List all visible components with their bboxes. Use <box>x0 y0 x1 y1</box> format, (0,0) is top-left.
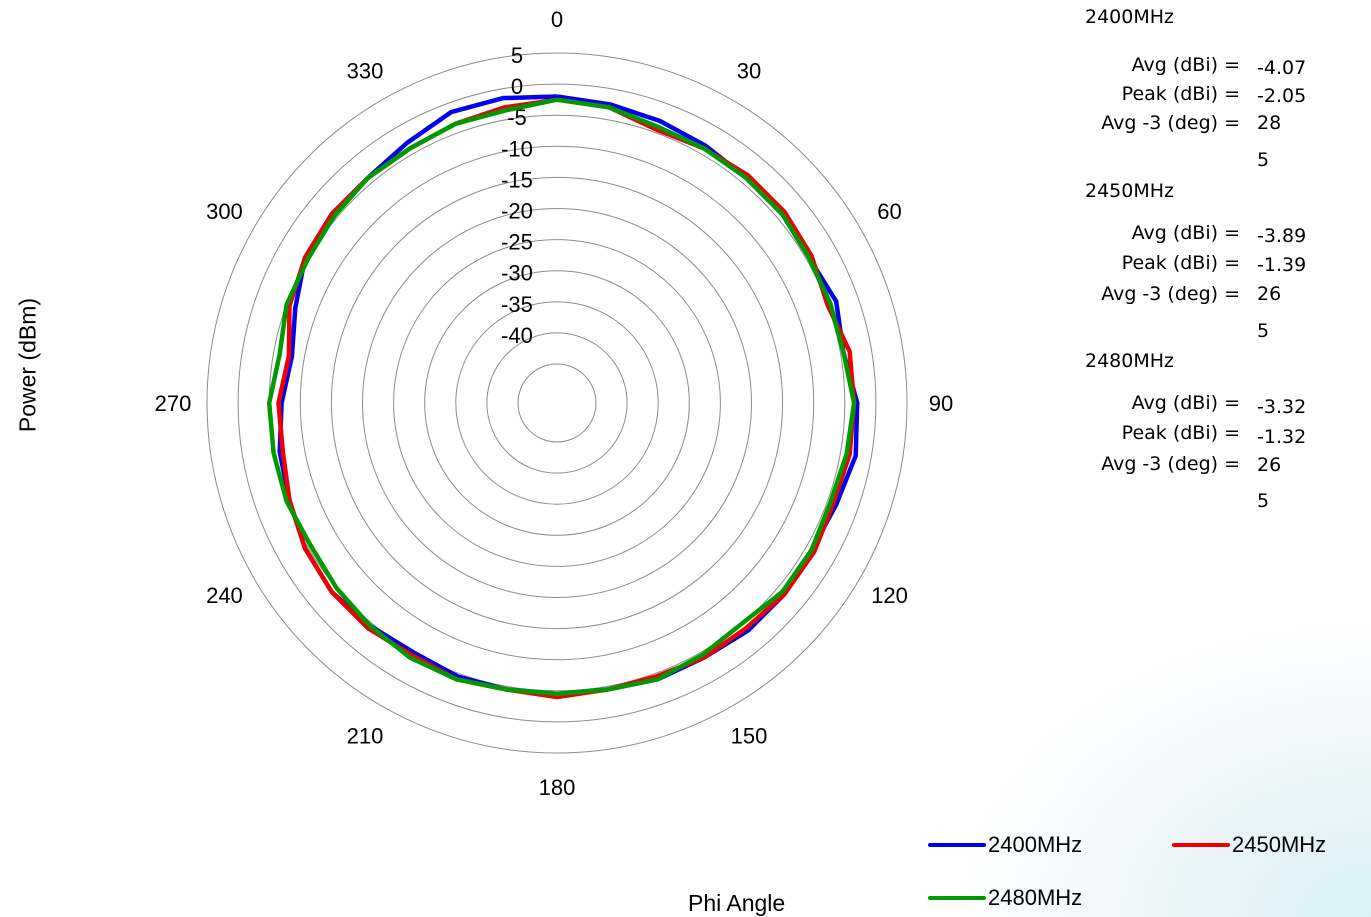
grid-ring <box>517 363 597 443</box>
grid-ring <box>424 270 690 536</box>
polar-grid <box>206 52 908 754</box>
stats-2480-avg3-label: Avg -3 (deg) = <box>1101 453 1240 475</box>
stats-2450-avg3-value-1: 26 <box>1257 283 1282 305</box>
radial-tick-label: 0 <box>511 74 523 99</box>
legend-label-2480: 2480MHz <box>988 885 1083 910</box>
grid-ring <box>299 145 815 661</box>
grid-ring <box>268 114 846 692</box>
stats-2450-avg3-value-2: 5 <box>1257 320 1270 342</box>
radial-tick-label: -10 <box>501 136 533 161</box>
stats-2400-peak-value: -2.05 <box>1257 85 1307 107</box>
background-wash <box>951 617 1371 917</box>
angle-tick-label: 210 <box>347 724 384 749</box>
stats-2400-avg-label: Avg (dBi) = <box>1131 54 1240 76</box>
radial-tick-label: -35 <box>501 292 533 317</box>
stats-2400-avg3-value-2: 5 <box>1257 149 1270 171</box>
stats-2480-avg-label: Avg (dBi) = <box>1131 392 1240 414</box>
legend-label-2400: 2400MHz <box>988 832 1083 857</box>
radial-tick-label: -30 <box>501 261 533 286</box>
grid-ring <box>237 83 877 723</box>
angle-tick-label: 0 <box>551 7 563 32</box>
angle-tick-label: 240 <box>206 583 243 608</box>
stats-2450-avg-label: Avg (dBi) = <box>1131 222 1240 244</box>
stats-2450-heading: 2450MHz <box>1085 180 1175 202</box>
legend-item-2450[interactable]: 2450MHz <box>1172 832 1326 858</box>
series-lines <box>266 94 860 700</box>
radial-tick-label: -5 <box>507 105 527 130</box>
angle-tick-label: 60 <box>877 199 901 224</box>
grid-ring <box>330 176 784 630</box>
stats-2450-peak-label: Peak (dBi) = <box>1121 252 1240 274</box>
angle-tick-label: 90 <box>929 391 953 416</box>
grid-ring <box>393 239 721 567</box>
stats-2400-peak-label: Peak (dBi) = <box>1121 83 1240 105</box>
grid-ring <box>455 301 659 505</box>
x-axis-title: Phi Angle <box>688 890 786 916</box>
angle-tick-label: 180 <box>539 775 576 800</box>
radial-tick-label: -25 <box>501 230 533 255</box>
legend-swatch-2450 <box>1172 843 1230 847</box>
grid-ring <box>362 208 752 598</box>
angle-tick-label: 30 <box>737 58 761 83</box>
legend-label-2450: 2450MHz <box>1232 832 1327 857</box>
legend-item-2400[interactable]: 2400MHz <box>928 832 1082 858</box>
legend-swatch-2400 <box>928 843 986 847</box>
angle-tick-labels: 0 30 60 90 120 150 180 210 240 270 300 330 <box>155 7 954 800</box>
grid-ring <box>206 52 908 754</box>
stats-2400-avg3-value-1: 28 <box>1257 112 1282 134</box>
angle-tick-label: 330 <box>347 58 384 83</box>
angle-tick-label: 150 <box>731 724 768 749</box>
radial-tick-labels: 5 0 -5 -10 -15 -20 -25 -30 -35 -40 <box>501 43 533 348</box>
y-axis-title: Power (dBm) <box>14 297 41 433</box>
angle-tick-label: 120 <box>871 583 908 608</box>
stats-2400-avg-value: -4.07 <box>1257 57 1307 79</box>
stats-2480-peak-label: Peak (dBi) = <box>1121 422 1240 444</box>
stats-2480-heading: 2480MHz <box>1085 350 1175 372</box>
series-line-2480MHz <box>266 97 857 697</box>
radial-tick-label: -20 <box>501 199 533 224</box>
stats-2450-peak-value: -1.39 <box>1257 254 1307 276</box>
legend-item-2480[interactable]: 2480MHz <box>928 885 1082 911</box>
series-line-2450MHz <box>276 97 857 700</box>
stats-2480-avg-value: -3.32 <box>1257 396 1307 418</box>
stats-2480-avg3-value-1: 26 <box>1257 454 1282 476</box>
stats-2450-avg-value: -3.89 <box>1257 225 1307 247</box>
angle-tick-label: 300 <box>206 199 243 224</box>
stats-2400-avg3-label: Avg -3 (deg) = <box>1101 112 1240 134</box>
stats-2450-avg3-label: Avg -3 (deg) = <box>1101 283 1240 305</box>
radial-tick-label: -15 <box>501 167 533 192</box>
legend-swatch-2480 <box>928 896 986 900</box>
angle-tick-label: 270 <box>155 391 192 416</box>
radial-tick-label: -40 <box>501 323 533 348</box>
stats-2480-peak-value: -1.32 <box>1257 426 1307 448</box>
stats-2480-avg3-value-2: 5 <box>1257 490 1270 512</box>
grid-ring <box>486 332 628 474</box>
stats-2400-heading: 2400MHz <box>1085 6 1175 28</box>
radial-tick-label: 5 <box>511 43 523 68</box>
